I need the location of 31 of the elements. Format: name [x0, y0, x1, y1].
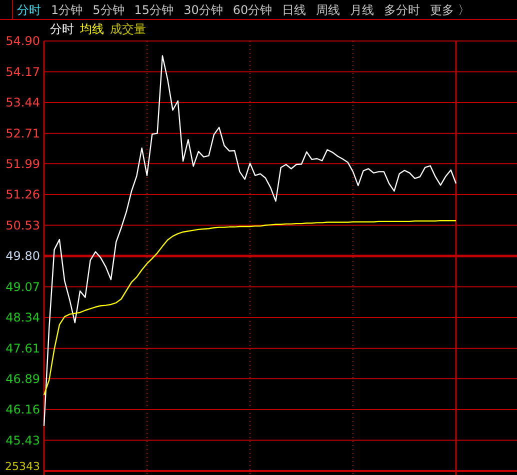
y-tick-label: 46.89 [6, 372, 40, 386]
y-tick-label: 51.99 [6, 156, 40, 171]
y-tick-label: 46.16 [6, 402, 40, 417]
y-tick-label: 45.43 [6, 433, 40, 448]
text: 15分钟 [134, 3, 174, 17]
y-tick-label: 47.61 [6, 342, 40, 356]
text: 60分钟 [232, 3, 272, 17]
text: 月线 [350, 3, 374, 17]
text: 周线 [316, 3, 340, 17]
line-series [43, 55, 457, 426]
y-tick-label: 53.44 [6, 96, 40, 110]
y-tick-label: 51.26 [6, 188, 40, 202]
text: 均线 [79, 22, 104, 36]
y-tick-label: 50.53 [6, 218, 40, 232]
text: 成交量 [110, 22, 146, 36]
text: 1分钟 [51, 3, 83, 17]
y-tick-label: 49.07 [6, 280, 40, 294]
text: 日线 [282, 3, 306, 17]
y-tick-label: 54.17 [6, 64, 40, 79]
text: 多分时 [384, 3, 420, 17]
text: 分时 [50, 22, 74, 36]
text: 分时 [17, 3, 41, 17]
text: 25343 [5, 460, 40, 473]
y-tick-label: 48.34 [6, 310, 40, 325]
text: 30分钟 [184, 3, 223, 17]
text: 5分钟 [92, 3, 124, 17]
y-tick-label: 54.90 [6, 34, 40, 48]
y-tick-label: 52.71 [6, 126, 40, 141]
line-series [43, 220, 457, 396]
y-tick-label: 49.80 [6, 249, 40, 264]
text: 更多 〉 [430, 3, 470, 17]
